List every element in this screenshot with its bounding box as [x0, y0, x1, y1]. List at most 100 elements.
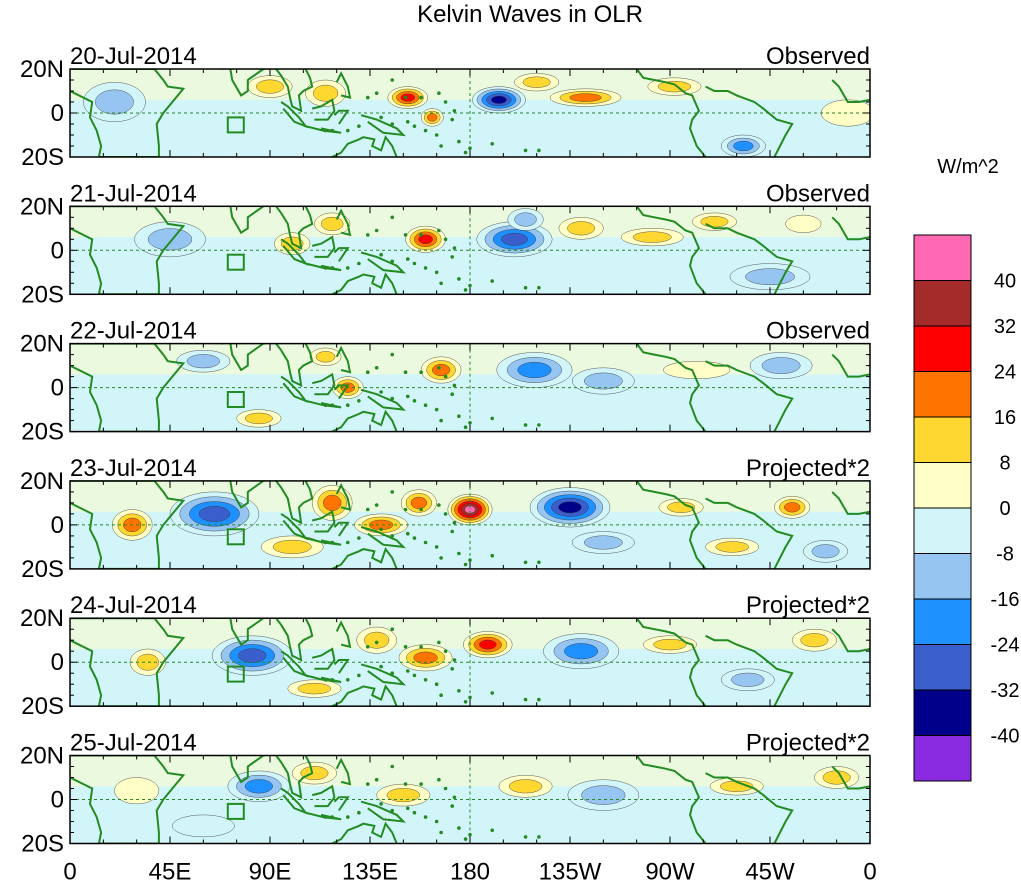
coastline	[335, 71, 352, 99]
island-dot	[450, 529, 455, 534]
anomaly-contour	[567, 221, 595, 236]
island-dot	[345, 403, 350, 408]
island-dot	[419, 645, 423, 649]
island-dot	[379, 115, 383, 120]
anomaly-contour	[761, 357, 801, 374]
island-dot	[452, 109, 457, 113]
anomaly-contour	[581, 785, 626, 805]
island-dot	[423, 815, 428, 819]
island-dot	[374, 228, 379, 233]
anomaly-contour	[198, 506, 231, 522]
island-dot	[405, 531, 410, 536]
island-dot	[345, 815, 350, 819]
anomaly-contour	[238, 648, 267, 663]
anomaly-contour	[583, 372, 623, 390]
island-dot	[439, 556, 443, 560]
island-dot	[537, 423, 541, 427]
coastline	[635, 618, 707, 707]
anomaly-contour	[245, 412, 273, 425]
y-tick-label: 20S	[21, 144, 64, 171]
chart-title: Kelvin Waves in OLR	[417, 1, 643, 28]
coastline	[705, 360, 794, 432]
island-dot	[537, 835, 541, 839]
island-dot	[390, 671, 395, 675]
island-dot	[390, 352, 395, 357]
island-dot	[390, 78, 395, 82]
island-dot	[403, 95, 408, 100]
island-dot	[443, 374, 448, 379]
island-dot	[403, 645, 408, 649]
island-dot	[423, 403, 428, 408]
map-panel: 20N 0 20S 20-Jul-2014 Observed	[20, 43, 871, 171]
anomaly-contour	[321, 216, 344, 231]
anomaly-contour	[95, 89, 134, 115]
island-dot	[439, 693, 443, 697]
coastline	[831, 765, 870, 790]
island-dot	[490, 553, 495, 558]
island-dot	[450, 255, 455, 259]
coastline	[360, 251, 407, 274]
island-dot	[457, 551, 461, 556]
anomaly-contour	[400, 93, 415, 102]
island-dot	[345, 266, 350, 270]
anomaly-contour	[784, 502, 801, 513]
y-tick-label: 20N	[20, 331, 64, 358]
colorbar-tick-label: -8	[996, 544, 1014, 566]
anomaly-contour	[522, 76, 551, 88]
colorbar: 40 32 24 16 8 0 -8 -16 -24 -32 -40	[913, 234, 1019, 782]
anomaly-contour	[822, 770, 851, 785]
island-dot	[523, 697, 528, 702]
panel-kind-label: Projected*2	[746, 592, 870, 619]
y-tick-label: 20N	[20, 743, 64, 770]
island-dot	[419, 233, 423, 237]
y-tick-label: 20N	[20, 605, 64, 632]
coastline	[831, 353, 870, 378]
island-dot	[405, 394, 410, 399]
y-tick-label: 20S	[21, 419, 64, 446]
coastline	[831, 216, 870, 241]
island-dot	[374, 91, 379, 95]
y-tick-label: 0	[51, 237, 64, 264]
y-tick-label: 0	[51, 512, 64, 539]
anomaly-contour	[244, 779, 273, 794]
coastline	[321, 135, 398, 157]
island-dot	[457, 689, 461, 693]
anomaly-contour	[715, 541, 749, 553]
colorbar-box	[913, 735, 972, 782]
anomaly-contour	[514, 212, 537, 227]
island-dot	[439, 144, 443, 148]
island-dot	[390, 215, 395, 220]
island-dot	[379, 802, 383, 806]
island-dot	[490, 279, 495, 283]
anomaly-contour	[479, 639, 497, 650]
island-dot	[457, 826, 461, 830]
island-dot	[374, 777, 379, 782]
reference-box	[226, 665, 245, 683]
coastline	[335, 620, 352, 649]
colorbar-tick-label: 0	[999, 498, 1010, 520]
x-tick-label: 180	[450, 859, 490, 886]
anomaly-contour	[172, 814, 235, 838]
map-panel: 20N 0 20S 22-Jul-2014 Observed	[20, 318, 871, 446]
coastline	[360, 800, 407, 823]
island-dot	[365, 645, 370, 649]
island-dot	[537, 148, 541, 153]
island-dot	[403, 370, 408, 375]
anomaly-contour	[364, 631, 390, 649]
island-dot	[357, 536, 361, 540]
y-tick-label: 0	[51, 649, 64, 676]
anomaly-contour	[517, 361, 552, 379]
coastline	[831, 79, 870, 103]
island-dot	[450, 667, 455, 671]
island-dot	[357, 810, 361, 815]
island-dot	[323, 815, 328, 819]
coastline	[335, 483, 352, 511]
map-panel: 20N 0 20S 23-Jul-2014 Projected*2	[20, 455, 871, 583]
colorbar-box	[913, 553, 972, 600]
island-dot	[323, 678, 328, 682]
panel-kind-label: Observed	[766, 180, 870, 207]
island-dot	[365, 782, 370, 786]
island-dot	[423, 128, 428, 133]
anomaly-contour	[427, 113, 438, 122]
island-dot	[379, 527, 383, 532]
